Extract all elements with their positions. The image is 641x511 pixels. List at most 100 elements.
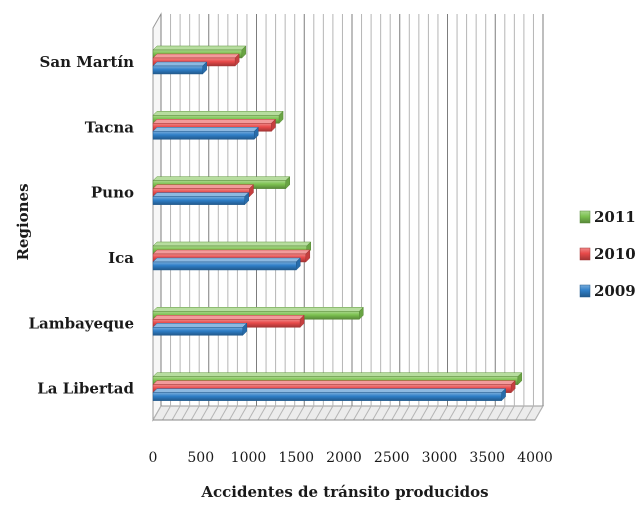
floor-gridline bbox=[534, 405, 544, 421]
legend-item: 2010 bbox=[579, 245, 636, 263]
x-axis-title: Accidentes de tránsito producidos bbox=[200, 483, 488, 501]
floor-gridline bbox=[419, 405, 429, 421]
chart-walls bbox=[152, 12, 544, 422]
floor-gridline bbox=[200, 405, 210, 421]
floor-gridline bbox=[314, 405, 324, 421]
bar bbox=[152, 322, 248, 336]
legend: 2011 2010 2009 bbox=[579, 208, 636, 300]
floor-gridline bbox=[362, 405, 372, 421]
bar-front bbox=[152, 196, 245, 205]
bar-group-lambayeque bbox=[152, 306, 364, 336]
bar-top bbox=[152, 119, 277, 124]
floor-gridline bbox=[410, 405, 420, 421]
bar-group-puno bbox=[152, 176, 291, 206]
x-tick-label: 2500 bbox=[374, 450, 410, 466]
floor-gridline bbox=[353, 405, 362, 421]
bar-front bbox=[152, 392, 502, 401]
floor-gridline bbox=[248, 405, 257, 421]
bar-top bbox=[152, 372, 523, 377]
bar-top bbox=[152, 184, 255, 189]
floor-gridline bbox=[295, 405, 305, 421]
bar-front bbox=[152, 327, 244, 336]
floor-gridline bbox=[448, 405, 458, 421]
bar-front bbox=[152, 131, 255, 140]
bar-top bbox=[152, 307, 364, 312]
legend-item: 2011 bbox=[579, 208, 636, 226]
bar-front bbox=[152, 261, 297, 271]
floor-gridline bbox=[305, 405, 315, 421]
floor-gridline bbox=[228, 405, 238, 421]
x-tick-label: 0 bbox=[149, 450, 158, 466]
bar bbox=[152, 257, 301, 271]
x-tick-label: 2000 bbox=[326, 450, 362, 466]
category-label: Puno bbox=[91, 184, 134, 202]
gridlines bbox=[152, 14, 544, 421]
floor-gridline bbox=[467, 405, 477, 421]
x-tick-label: 1500 bbox=[278, 450, 314, 466]
legend-item: 2009 bbox=[579, 282, 636, 300]
bar bbox=[152, 61, 208, 75]
category-label: San Martín bbox=[40, 53, 135, 71]
y-axis-title: Regiones bbox=[14, 183, 32, 260]
category-label: La Libertad bbox=[37, 380, 134, 398]
floor-gridline bbox=[477, 405, 487, 421]
floor-gridline bbox=[238, 405, 248, 421]
side-wall bbox=[152, 12, 162, 422]
floor-gridline bbox=[381, 405, 391, 421]
legend-label: 2009 bbox=[594, 282, 636, 300]
category-labels: San Martín Tacna Puno Ica Lambayeque La Liber… bbox=[28, 53, 134, 398]
floor-gridline bbox=[181, 405, 191, 421]
floor-gridline bbox=[209, 405, 219, 421]
floor-gridline bbox=[267, 405, 277, 421]
bar-group-san-martin bbox=[152, 45, 247, 75]
x-tick-label: 4000 bbox=[517, 450, 553, 466]
floor-gridline bbox=[286, 405, 296, 421]
x-tick-label: 1000 bbox=[231, 450, 267, 466]
floor-gridline bbox=[276, 405, 286, 421]
bar-top bbox=[152, 323, 248, 328]
floor-gridline bbox=[486, 405, 496, 421]
floor-gridline bbox=[458, 405, 468, 421]
bar-top bbox=[152, 257, 301, 263]
bar-top bbox=[152, 315, 305, 320]
floor-gridline bbox=[400, 405, 410, 421]
floor-gridline bbox=[257, 405, 267, 421]
floor-gridline bbox=[162, 405, 171, 421]
floor-gridline bbox=[324, 405, 334, 421]
bar-top bbox=[152, 241, 312, 247]
bar-top bbox=[152, 249, 311, 255]
bar-front bbox=[152, 65, 203, 75]
floor-gridline bbox=[496, 405, 506, 421]
bars-group bbox=[152, 45, 523, 402]
bar-top bbox=[152, 192, 250, 197]
legend-label: 2011 bbox=[594, 208, 636, 226]
floor-gridline bbox=[505, 405, 515, 421]
legend-swatch bbox=[579, 284, 591, 298]
category-label: Tacna bbox=[85, 118, 134, 136]
legend-label: 2010 bbox=[594, 245, 636, 263]
category-label: Ica bbox=[108, 249, 134, 267]
floor-gridline bbox=[525, 405, 534, 421]
bar bbox=[152, 192, 250, 206]
legend-swatch bbox=[579, 210, 591, 224]
floor-gridline bbox=[219, 405, 229, 421]
bar-group-ica bbox=[152, 241, 312, 271]
floor-gridline bbox=[334, 405, 343, 421]
bar-top bbox=[152, 111, 284, 116]
x-tick-label: 3500 bbox=[469, 450, 505, 466]
floor-gridline bbox=[439, 405, 448, 421]
x-tick-labels: 0 500 1000 1500 2000 2500 3000 3500 4000 bbox=[149, 450, 553, 466]
floor-gridline bbox=[391, 405, 401, 421]
bar-top bbox=[152, 388, 507, 393]
bar bbox=[152, 126, 259, 140]
bar-group-la-libertad bbox=[152, 372, 523, 402]
floor-gridline bbox=[190, 405, 200, 421]
bar bbox=[152, 388, 507, 402]
x-tick-label: 500 bbox=[187, 450, 214, 466]
bar-group-tacna bbox=[152, 110, 284, 140]
bar-top bbox=[152, 380, 516, 385]
bar-top bbox=[152, 45, 247, 51]
x-tick-label: 3000 bbox=[422, 450, 458, 466]
